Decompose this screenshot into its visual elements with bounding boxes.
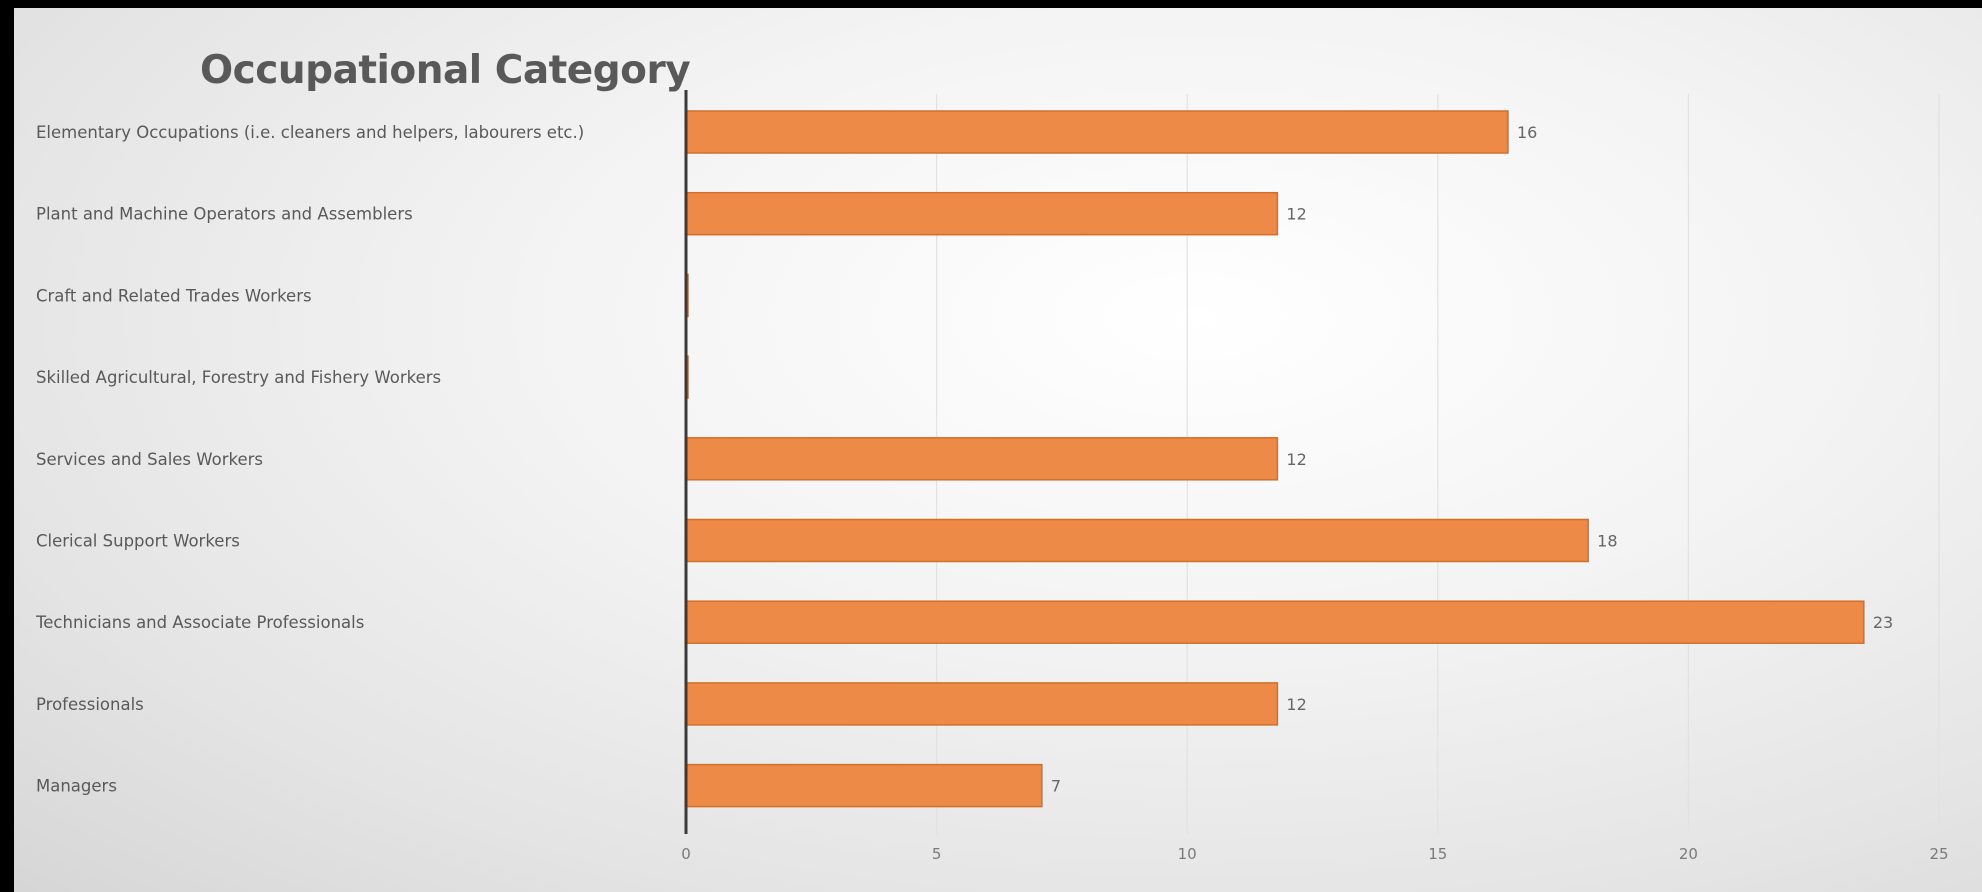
data-label: 12 — [1286, 695, 1306, 714]
x-tick-label: 10 — [1178, 845, 1197, 863]
bar — [685, 518, 1589, 563]
x-tick-label: 15 — [1428, 845, 1447, 863]
x-tick-label: 20 — [1679, 845, 1698, 863]
bar — [685, 437, 1279, 481]
bar — [685, 763, 1043, 808]
data-label: 18 — [1597, 532, 1617, 551]
bar — [685, 191, 1279, 236]
category-label: Managers — [36, 777, 117, 796]
chart-panel: Occupational Category 0 5 10 15 20 25 Elementa… — [14, 8, 1982, 892]
data-label: 7 — [1051, 777, 1061, 796]
category-label: Craft and Related Trades Workers — [36, 286, 312, 305]
category-label: Elementary Occupations (i.e. cleaners an… — [36, 123, 584, 142]
x-tick-label: 5 — [932, 845, 942, 863]
bar-chart: 0 5 10 15 20 25 Elementary Occupations (i.e. c… — [35, 90, 1949, 863]
bar — [685, 600, 1865, 644]
category-label: Technicians and Associate Professionals — [35, 613, 364, 632]
bar — [685, 110, 1509, 154]
category-label: Skilled Agricultural, Forestry and Fishe… — [36, 368, 441, 387]
data-label: 23 — [1873, 613, 1893, 632]
category-label: Clerical Support Workers — [36, 532, 240, 551]
category-label: Professionals — [36, 695, 144, 714]
category-label: Plant and Machine Operators and Assemble… — [36, 205, 413, 224]
data-label: 12 — [1286, 450, 1306, 469]
bar — [685, 682, 1279, 726]
x-tick-label: 0 — [681, 845, 691, 863]
x-tick-label: 25 — [1929, 845, 1948, 863]
data-label: 12 — [1286, 205, 1306, 224]
chart-title: Occupational Category — [200, 48, 691, 93]
data-label: 16 — [1517, 123, 1537, 142]
category-label: Services and Sales Workers — [36, 450, 263, 469]
